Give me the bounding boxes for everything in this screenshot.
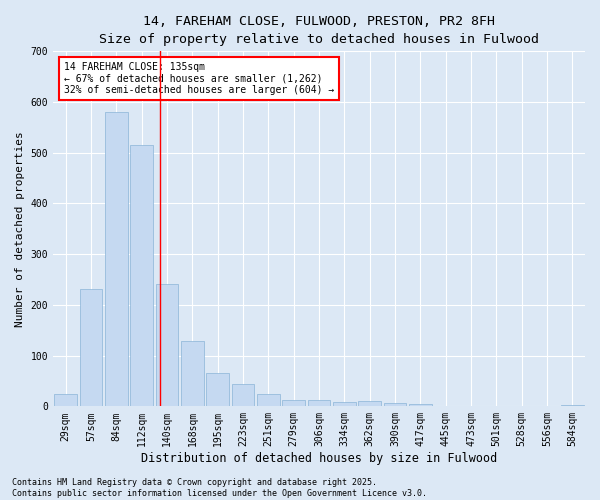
Bar <box>130 145 153 406</box>
Bar <box>80 288 103 406</box>
Bar <box>308 400 331 406</box>
X-axis label: Distribution of detached houses by size in Fulwood: Distribution of detached houses by size … <box>141 452 497 465</box>
Bar <box>206 374 229 406</box>
Text: Contains HM Land Registry data © Crown copyright and database right 2025.
Contai: Contains HM Land Registry data © Crown c… <box>12 478 427 498</box>
Bar <box>409 404 432 406</box>
Y-axis label: Number of detached properties: Number of detached properties <box>15 131 25 326</box>
Bar <box>257 394 280 406</box>
Text: 14 FAREHAM CLOSE: 135sqm
← 67% of detached houses are smaller (1,262)
32% of sem: 14 FAREHAM CLOSE: 135sqm ← 67% of detach… <box>64 62 334 95</box>
Bar <box>155 284 178 406</box>
Bar <box>181 342 204 406</box>
Bar <box>232 384 254 406</box>
Title: 14, FAREHAM CLOSE, FULWOOD, PRESTON, PR2 8FH
Size of property relative to detach: 14, FAREHAM CLOSE, FULWOOD, PRESTON, PR2… <box>99 15 539 46</box>
Bar <box>358 402 381 406</box>
Bar <box>282 400 305 406</box>
Bar <box>333 402 356 406</box>
Bar <box>55 394 77 406</box>
Bar <box>383 404 406 406</box>
Bar <box>105 112 128 406</box>
